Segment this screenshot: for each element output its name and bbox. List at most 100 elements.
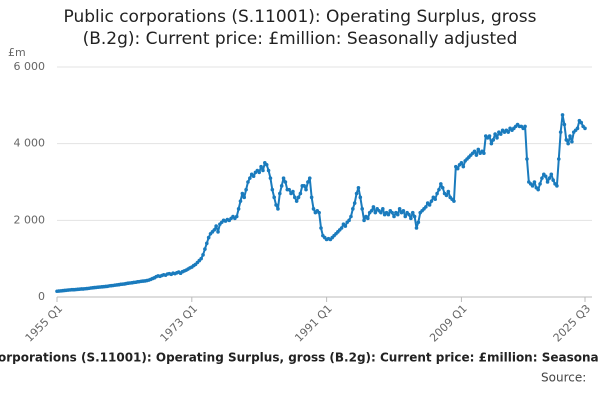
y-axis-label: £m <box>8 46 26 59</box>
data-point <box>566 141 570 146</box>
data-point <box>296 195 301 200</box>
data-point <box>362 218 366 223</box>
data-point <box>523 124 527 129</box>
data-point <box>416 220 421 225</box>
x-tick-label: 2009 Q1 <box>427 302 470 345</box>
data-point <box>386 212 391 217</box>
data-point <box>236 207 241 211</box>
data-point <box>214 224 218 228</box>
data-point <box>360 207 364 211</box>
data-point <box>579 120 584 125</box>
y-tick-label: 2 000 <box>14 213 46 226</box>
data-point <box>409 216 413 221</box>
data-point <box>339 226 344 230</box>
data-point <box>427 203 432 207</box>
data-point <box>317 210 321 215</box>
data-point <box>204 241 209 246</box>
data-point <box>272 195 276 200</box>
data-point <box>268 176 273 180</box>
data-point <box>395 212 400 217</box>
y-tick-label: 4 000 <box>14 137 46 150</box>
data-point <box>373 210 378 215</box>
data-point <box>358 195 363 200</box>
data-point <box>257 170 262 175</box>
data-point <box>433 197 438 202</box>
data-point <box>424 205 428 209</box>
data-point <box>349 214 353 219</box>
data-point <box>403 214 408 219</box>
data-point <box>302 184 306 188</box>
data-point <box>292 195 297 200</box>
data-point <box>397 207 402 211</box>
data-point <box>562 122 567 127</box>
data-point <box>266 168 271 173</box>
data-point <box>540 176 544 180</box>
data-point <box>304 187 308 192</box>
data-point <box>281 176 286 180</box>
data-point <box>261 168 265 173</box>
x-tick-label: 1991 Q1 <box>292 302 335 345</box>
data-point <box>532 180 537 184</box>
data-point <box>294 199 299 203</box>
data-point <box>440 185 445 190</box>
data-point <box>474 153 479 157</box>
data-point <box>401 208 406 213</box>
data-point <box>206 235 211 240</box>
footer: orporations (S.11001): Operating Surplus… <box>0 351 599 365</box>
data-point <box>439 182 443 186</box>
data-point <box>238 199 243 203</box>
data-point <box>276 207 280 211</box>
data-point <box>482 151 486 156</box>
data-point <box>201 253 205 257</box>
data-point <box>476 147 481 152</box>
data-point <box>570 139 574 144</box>
data-point <box>444 193 449 198</box>
data-point <box>306 180 310 184</box>
y-tick-label: 6 000 <box>14 60 46 73</box>
data-point <box>356 185 361 190</box>
data-point <box>446 189 451 194</box>
data-point <box>380 207 385 211</box>
data-point <box>495 136 499 140</box>
data-point <box>543 174 548 179</box>
data-point <box>472 149 477 154</box>
data-point <box>212 228 217 232</box>
data-point <box>274 203 278 207</box>
data-point <box>575 126 580 131</box>
data-point <box>549 172 554 177</box>
data-point <box>279 184 284 188</box>
source: Source: <box>541 371 586 385</box>
chart-title: Public corporations (S.11001): Operating… <box>63 7 537 49</box>
data-point <box>459 161 464 165</box>
data-point <box>493 132 497 136</box>
x-tick-label: 1973 Q1 <box>158 302 201 345</box>
data-point <box>435 191 439 196</box>
data-point <box>264 162 269 167</box>
data-point <box>244 187 248 192</box>
data-point <box>234 214 239 219</box>
data-point <box>369 208 374 213</box>
data-point <box>498 132 503 136</box>
data-point <box>240 191 245 196</box>
data-point <box>564 138 569 142</box>
data-point <box>392 214 396 219</box>
x-tick-label: 2025 Q3 <box>551 302 594 345</box>
data-point <box>536 187 540 192</box>
data-point <box>216 230 220 234</box>
data-point <box>414 226 419 230</box>
data-point <box>530 184 535 188</box>
data-point <box>429 199 434 203</box>
data-point <box>309 195 314 200</box>
data-point <box>283 180 288 184</box>
data-point <box>343 224 348 228</box>
data-point <box>545 180 550 184</box>
data-point <box>547 176 552 180</box>
data-point <box>246 180 250 184</box>
data-point <box>461 164 466 169</box>
data-point <box>412 214 417 219</box>
data-point <box>407 212 411 217</box>
data-point <box>410 210 415 215</box>
data-point <box>489 141 494 146</box>
data-point <box>379 210 383 215</box>
